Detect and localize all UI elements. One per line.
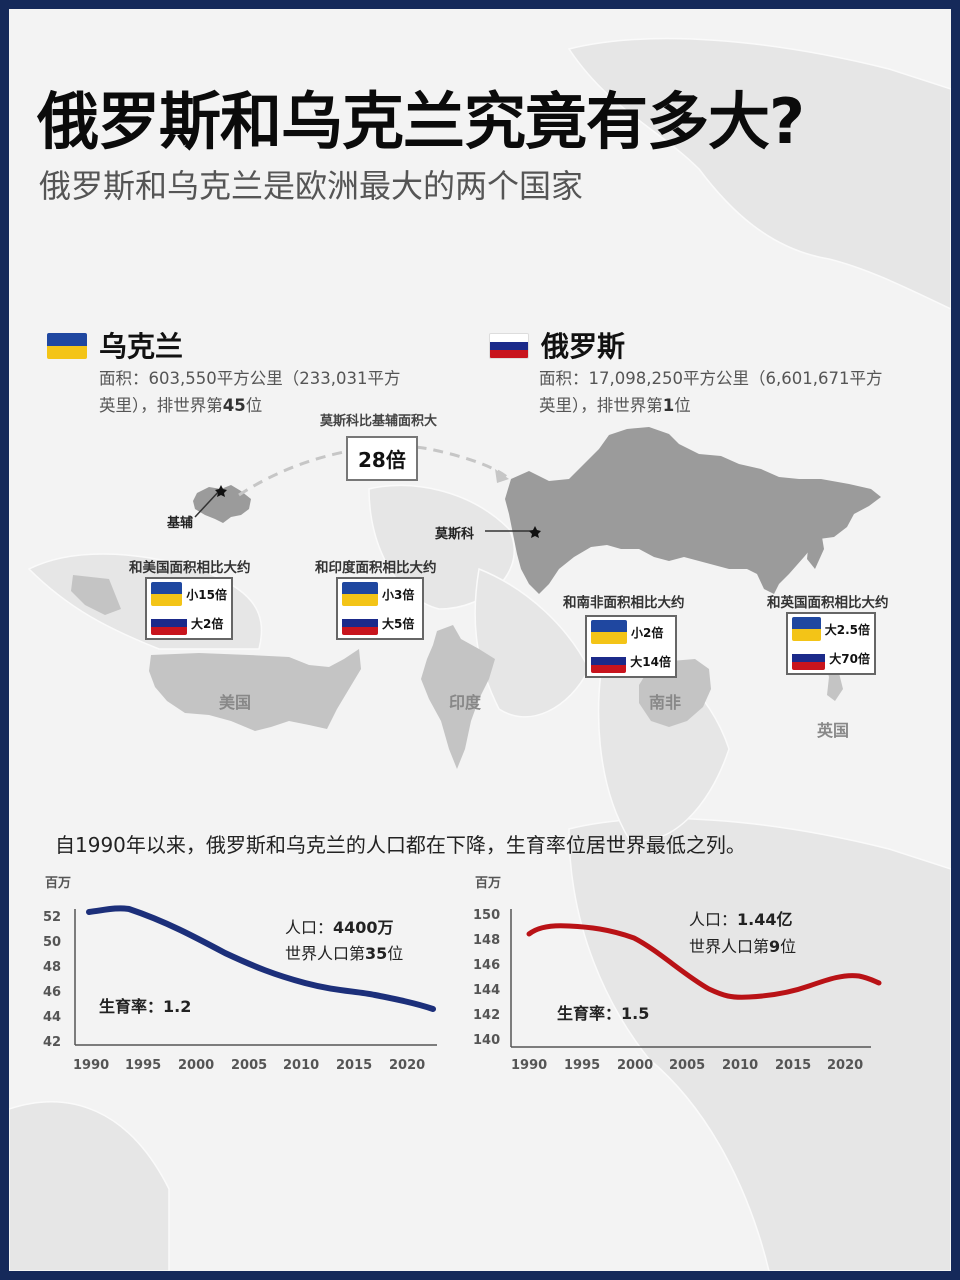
svg-text:148: 148 <box>473 933 500 948</box>
ukraine-flag-icon <box>792 617 821 641</box>
compare-south-africa-title: 和南非面积相比大约 <box>563 595 685 611</box>
uk-map-label: 英国 <box>817 721 850 740</box>
compare-uk-box: 大2.5倍 大70倍 <box>786 612 876 675</box>
svg-text:146: 146 <box>473 958 500 973</box>
compare-south-africa-box: 小2倍 大14倍 <box>585 615 677 678</box>
y-axis-ticks: 52 50 48 46 44 42 <box>43 910 61 1050</box>
ukraine-shape <box>193 485 251 523</box>
svg-text:世界人口第35位: 世界人口第35位 <box>285 944 403 963</box>
svg-text:2015: 2015 <box>336 1058 372 1071</box>
svg-text:50: 50 <box>43 935 61 950</box>
ukraine-fertility-value: 1.2 <box>163 997 191 1016</box>
ukraine-flag-icon <box>47 333 87 359</box>
ukraine-population-chart: 百万 52 50 48 46 44 42 1990 1995 2000 2005… <box>43 876 437 1071</box>
svg-text:2015: 2015 <box>775 1058 811 1071</box>
south-africa-map-label: 南非 <box>649 693 682 712</box>
russia-flag-icon <box>591 649 627 673</box>
russia-flag-icon <box>342 611 378 635</box>
svg-text:46: 46 <box>43 985 61 1000</box>
russia-fertility-value: 1.5 <box>621 1004 649 1023</box>
kyiv-label: 基辅 <box>167 516 194 531</box>
compare-india-title: 和印度面积相比大约 <box>315 560 437 576</box>
moscow-label: 莫斯科 <box>435 527 475 542</box>
ukraine-population-value: 4400万 <box>333 918 394 937</box>
svg-text:52: 52 <box>43 910 61 925</box>
russia-flag-icon <box>489 333 529 359</box>
svg-text:1990: 1990 <box>511 1058 547 1071</box>
y-axis-ticks: 150 148 146 144 142 140 <box>473 908 500 1048</box>
page-title: 俄罗斯和乌克兰究竟有多大? <box>37 85 805 158</box>
ukraine-rank: 45 <box>222 396 246 415</box>
svg-text:2020: 2020 <box>389 1058 425 1071</box>
svg-text:世界人口第9位: 世界人口第9位 <box>689 937 796 956</box>
russia-rank: 1 <box>662 396 675 415</box>
compare-usa-box: 小15倍 大2倍 <box>145 577 233 640</box>
usa-map-label: 美国 <box>219 693 252 712</box>
ukraine-area-description: 面积：603,550平方公里（233,031平方 英里），排世界第45位 <box>99 369 401 415</box>
kyiv-moscow-arrow <box>238 444 511 497</box>
svg-text:2010: 2010 <box>722 1058 758 1071</box>
russia-flag-icon <box>792 646 826 670</box>
russia-name: 俄罗斯 <box>541 330 626 363</box>
svg-text:人口：4400万: 人口：4400万 <box>285 918 394 937</box>
russia-shape <box>505 427 881 594</box>
ukraine-flag-icon <box>591 620 627 644</box>
usa-shape <box>149 649 361 731</box>
svg-text:144: 144 <box>473 983 500 998</box>
ukraine-population-rank: 35 <box>365 944 387 963</box>
ukraine-population-line <box>86 905 436 1012</box>
compare-usa-title: 和美国面积相比大约 <box>129 560 251 576</box>
russia-flag-icon <box>151 611 187 635</box>
svg-text:2000: 2000 <box>178 1058 214 1071</box>
russia-population-rank: 9 <box>769 937 780 956</box>
y-axis-unit: 百万 <box>475 876 501 891</box>
svg-text:1995: 1995 <box>564 1058 600 1071</box>
svg-text:2010: 2010 <box>283 1058 319 1071</box>
x-axis-ticks: 1990 1995 2000 2005 2010 2015 2020 <box>73 1058 425 1071</box>
russia-area-description: 面积：17,098,250平方公里（6,601,671平方 英里），排世界第1位 <box>539 369 883 415</box>
svg-text:2020: 2020 <box>827 1058 863 1071</box>
svg-text:2005: 2005 <box>231 1058 267 1071</box>
svg-text:生育率：1.2: 生育率：1.2 <box>99 997 191 1016</box>
ukraine-flag-icon <box>151 582 183 606</box>
svg-text:2005: 2005 <box>669 1058 705 1071</box>
india-map-label: 印度 <box>449 693 482 712</box>
compare-india-box: 小3倍 大5倍 <box>336 577 424 640</box>
moscow-kyiv-multiplier: 28倍 <box>346 436 418 481</box>
page-subtitle: 俄罗斯和乌克兰是欧洲最大的两个国家 <box>39 167 584 205</box>
kyiv-star-icon <box>215 485 227 497</box>
svg-text:2000: 2000 <box>617 1058 653 1071</box>
svg-text:生育率：1.5: 生育率：1.5 <box>557 1004 649 1023</box>
x-axis-ticks: 1990 1995 2000 2005 2010 2015 2020 <box>511 1058 863 1071</box>
india-shape <box>421 625 495 769</box>
poster-canvas: 俄罗斯和乌克兰究竟有多大? 俄罗斯和乌克兰是欧洲最大的两个国家 乌克兰 面积：6… <box>9 9 951 1271</box>
svg-text:1995: 1995 <box>125 1058 161 1071</box>
world-map-background <box>9 37 951 1271</box>
svg-text:1990: 1990 <box>73 1058 109 1071</box>
ukraine-name: 乌克兰 <box>99 330 184 363</box>
moscow-star-icon <box>529 526 541 538</box>
compare-uk-title: 和英国面积相比大约 <box>767 595 889 611</box>
moscow-kyiv-label: 莫斯科比基辅面积大 <box>320 414 438 429</box>
svg-text:44: 44 <box>43 1010 61 1025</box>
population-note: 自1990年以来，俄罗斯和乌克兰的人口都在下降，生育率位居世界最低之列。 <box>55 833 746 857</box>
svg-text:48: 48 <box>43 960 61 975</box>
svg-text:140: 140 <box>473 1033 500 1048</box>
russia-population-value: 1.44亿 <box>737 910 792 929</box>
svg-text:人口：1.44亿: 人口：1.44亿 <box>689 910 793 929</box>
svg-text:42: 42 <box>43 1035 61 1050</box>
svg-text:150: 150 <box>473 908 500 923</box>
russia-population-chart: 百万 150 148 146 144 142 140 1990 1995 200… <box>473 876 882 1071</box>
russia-population-line <box>526 923 882 1000</box>
svg-text:142: 142 <box>473 1008 500 1023</box>
y-axis-unit: 百万 <box>45 876 71 891</box>
ukraine-flag-icon <box>342 582 378 606</box>
